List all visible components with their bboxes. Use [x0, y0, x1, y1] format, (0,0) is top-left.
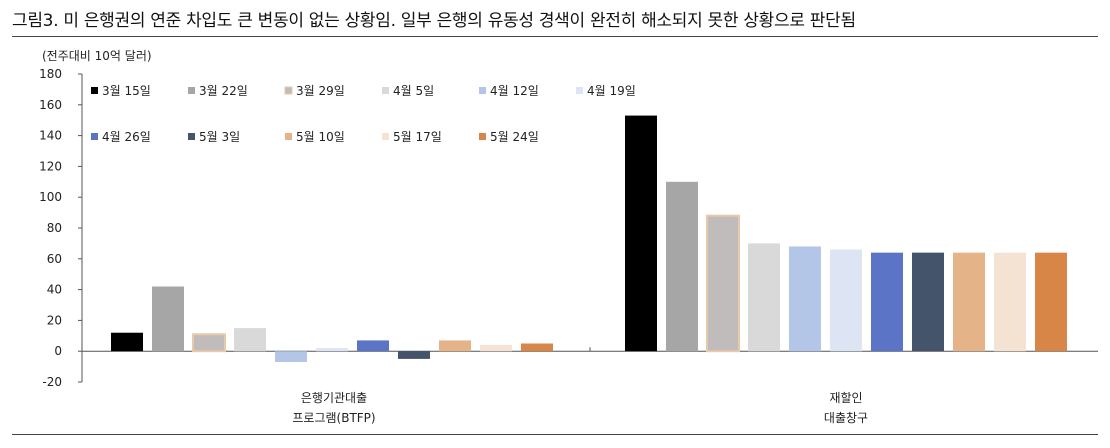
y-tick-label: 80	[47, 221, 62, 235]
legend-label: 3월 22일	[199, 84, 248, 98]
y-tick-label: 160	[39, 98, 62, 112]
legend-swatch	[91, 87, 98, 94]
bar	[275, 351, 307, 362]
legend-label: 4월 12일	[490, 84, 539, 98]
bar	[830, 249, 862, 352]
bar	[666, 181, 698, 352]
y-tick-label: 40	[47, 283, 62, 297]
bar	[521, 343, 553, 352]
bar	[994, 252, 1026, 352]
bar	[111, 332, 143, 352]
bar	[748, 243, 780, 352]
y-unit-label: (전주대비 10억 달러)	[42, 49, 152, 63]
legend-swatch	[479, 133, 486, 140]
bar	[234, 328, 266, 352]
y-tick-label: 140	[39, 129, 62, 143]
top-rule	[12, 36, 1098, 37]
legend-label: 5월 17일	[393, 130, 442, 144]
bars	[111, 115, 1067, 362]
legend-label: 5월 10일	[296, 130, 345, 144]
y-tick-label: -20	[42, 375, 62, 389]
y-axis: -20 0 20 40 60 80 100 120 140 160 180	[39, 67, 83, 389]
bar	[439, 340, 471, 352]
bar	[953, 252, 985, 352]
legend-swatch	[188, 87, 195, 94]
bar	[706, 214, 740, 353]
legend-swatch	[479, 87, 486, 94]
legend: 3월 15일 3월 22일 3월 29일 4월 5일 4월 12일 4월 19일 4월 26…	[91, 84, 636, 144]
legend-label: 3월 29일	[296, 84, 345, 98]
y-tick-label: 20	[47, 313, 62, 327]
bottom-rule	[12, 434, 1098, 435]
bar	[398, 351, 430, 359]
y-tick-label: 100	[39, 190, 62, 204]
bar	[912, 252, 944, 352]
bar	[871, 252, 903, 352]
bar	[480, 345, 512, 352]
y-tick-label: 60	[47, 252, 62, 266]
bar	[357, 340, 389, 352]
legend-swatch	[188, 133, 195, 140]
x-category-label: 대출창구	[824, 411, 868, 425]
x-category-label: 프로그램(BTFP)	[292, 411, 375, 425]
bar	[625, 115, 657, 352]
legend-swatch	[285, 133, 292, 140]
legend-label: 5월 3일	[199, 130, 240, 144]
legend-swatch	[382, 133, 389, 140]
bar	[316, 348, 348, 352]
legend-swatch	[284, 86, 293, 95]
y-tick-label: 0	[54, 344, 62, 358]
y-tick-label: 120	[39, 159, 62, 173]
legend-swatch	[382, 87, 389, 94]
legend-label: 4월 26일	[102, 130, 151, 144]
legend-label: 3월 15일	[102, 84, 151, 98]
legend-swatch	[91, 133, 98, 140]
bar	[789, 246, 821, 352]
bar	[152, 286, 184, 352]
legend-swatch	[576, 87, 583, 94]
bar	[192, 333, 226, 353]
legend-label: 4월 5일	[393, 84, 434, 98]
x-category-label: 재할인	[829, 391, 862, 405]
y-tick-label: 180	[39, 67, 62, 81]
legend-label: 5월 24일	[490, 130, 539, 144]
bar	[1035, 252, 1067, 352]
figure-title: 그림3. 미 은행권의 연준 차입도 큰 변동이 없는 상황임. 일부 은행의 …	[12, 11, 856, 31]
legend-label: 4월 19일	[587, 84, 636, 98]
x-category-label: 은행기관대출	[301, 390, 367, 405]
